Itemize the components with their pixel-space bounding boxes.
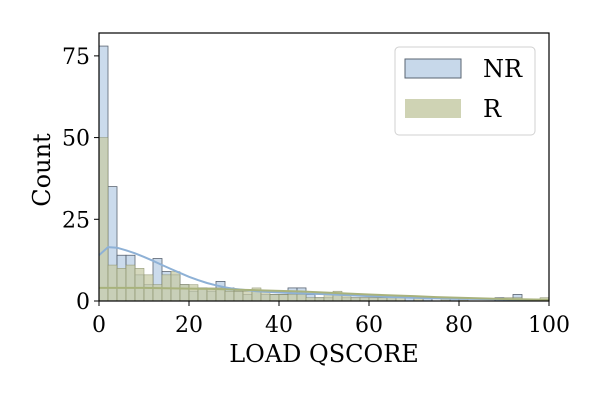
x-tick-label: 0 <box>92 313 106 338</box>
kde-line-r <box>99 286 550 301</box>
kde-layer <box>98 246 550 301</box>
x-tick-label: 80 <box>445 313 473 338</box>
bar-r-15 <box>233 290 244 302</box>
bar-r-11 <box>197 287 208 302</box>
legend-swatch-nr <box>404 58 462 79</box>
bar-r-0 <box>98 137 109 302</box>
legend-label-nr: NR <box>483 55 523 83</box>
y-tick-label: 25 <box>62 208 90 233</box>
bar-r-25 <box>323 294 334 302</box>
y-tick-label: 50 <box>62 127 90 152</box>
x-tick-label: 100 <box>528 313 570 338</box>
y-tick-label: 75 <box>62 45 90 70</box>
bar-r-14 <box>224 290 235 302</box>
bar-r-10 <box>188 284 199 302</box>
legend-swatch-r <box>405 99 461 118</box>
y-axis-title: Count <box>28 133 56 207</box>
y-tick-label: 0 <box>76 290 90 315</box>
bar-r-20 <box>278 294 289 302</box>
bar-r-2 <box>116 268 127 302</box>
bar-r-19 <box>269 294 280 302</box>
x-tick-label: 40 <box>265 313 293 338</box>
bar-r-9 <box>179 284 190 302</box>
y-axis: 0 25 50 75 <box>62 45 99 315</box>
plot-frame <box>98 32 550 302</box>
bar-r-1 <box>107 264 118 302</box>
bar-r-21 <box>287 294 298 302</box>
bar-r-8 <box>170 271 181 302</box>
x-tick-label: 60 <box>355 313 383 338</box>
kde-line-nr <box>98 246 550 301</box>
bar-r-4 <box>134 268 145 302</box>
legend-label-r: R <box>483 95 502 123</box>
legend: NR R <box>394 46 536 136</box>
x-axis: 0 20 40 60 80 100 <box>92 301 570 338</box>
x-tick-label: 20 <box>175 313 203 338</box>
bar-r-22 <box>296 294 307 302</box>
bar-r-3 <box>125 264 136 302</box>
bar-r-16 <box>242 290 253 302</box>
x-axis-title: LOAD QSCORE <box>229 340 419 368</box>
